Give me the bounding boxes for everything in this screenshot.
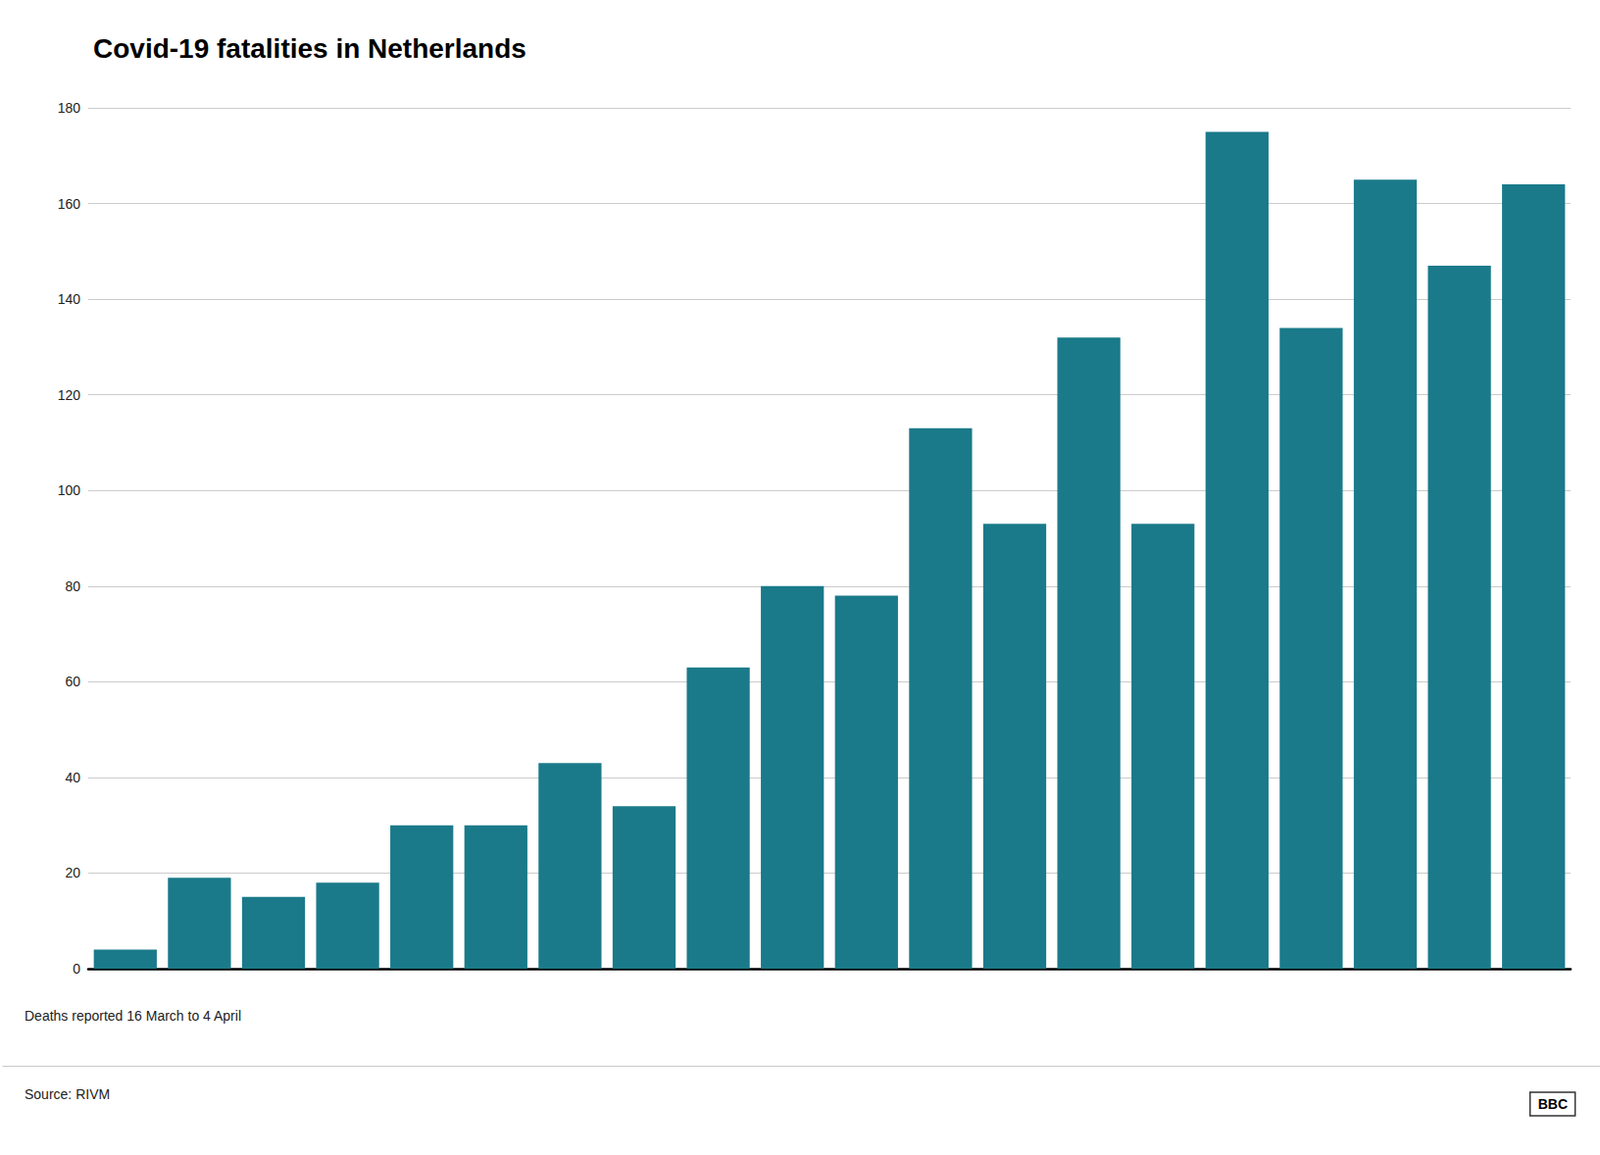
svg-text:40: 40: [64, 769, 81, 786]
svg-text:Deaths reported 16 March to 4: Deaths reported 16 March to 4 April: [24, 1007, 242, 1024]
svg-text:Covid-19 fatalities in Netherl: Covid-19 fatalities in Netherlands: [93, 33, 527, 64]
svg-text:20: 20: [64, 864, 81, 881]
svg-text:60: 60: [64, 673, 81, 690]
svg-text:0: 0: [72, 960, 81, 977]
svg-text:100: 100: [57, 482, 82, 499]
svg-text:180: 180: [57, 100, 82, 116]
svg-text:160: 160: [57, 196, 82, 212]
svg-text:120: 120: [57, 387, 82, 403]
svg-text:140: 140: [57, 291, 82, 307]
svg-text:Source: RIVM: Source: RIVM: [24, 1086, 110, 1102]
svg-text:BBC: BBC: [1538, 1096, 1568, 1112]
svg-text:80: 80: [64, 578, 81, 595]
